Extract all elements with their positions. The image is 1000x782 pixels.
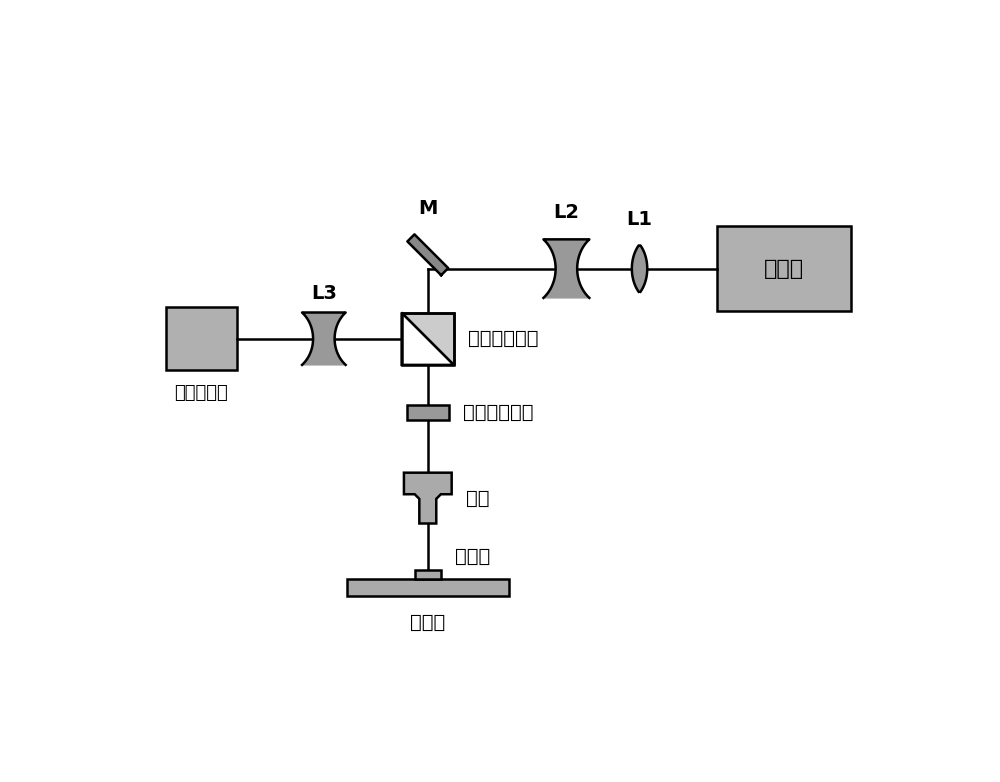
Polygon shape [302,313,346,365]
Polygon shape [402,313,454,365]
Text: L3: L3 [311,285,337,303]
Polygon shape [543,239,589,298]
Text: 图像传感器: 图像传感器 [175,384,228,402]
Text: 激光器: 激光器 [764,259,804,278]
Text: 位移台: 位移台 [410,613,445,632]
Polygon shape [407,235,448,275]
Bar [402,313,454,365]
Bar [415,570,441,579]
Text: L1: L1 [627,210,653,228]
Text: 物镜: 物镜 [466,489,489,508]
Bar [407,405,449,420]
Bar [166,307,237,370]
Bar [347,579,509,596]
Text: 蓝宝石: 蓝宝石 [455,547,490,566]
Text: 四分之一波片: 四分之一波片 [463,403,533,422]
Bar [717,226,851,311]
Text: 偏振分光棱镜: 偏振分光棱镜 [468,329,538,348]
Polygon shape [402,313,454,365]
Text: M: M [418,199,437,218]
Polygon shape [632,246,647,292]
Text: L2: L2 [553,203,579,222]
Polygon shape [404,472,452,523]
